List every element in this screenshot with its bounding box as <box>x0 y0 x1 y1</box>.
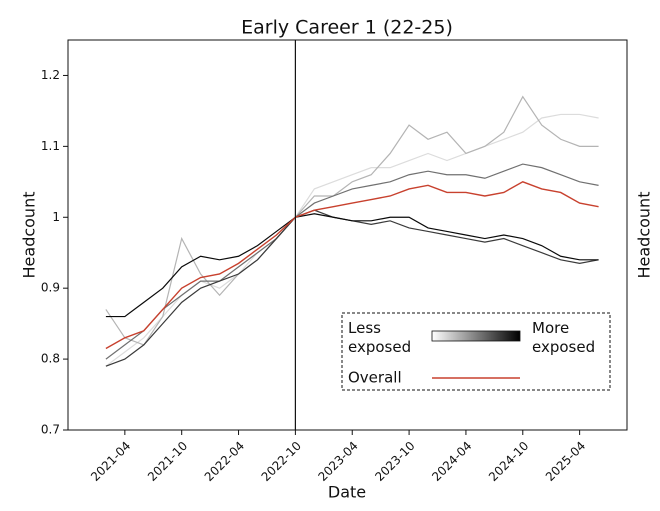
y-tick-label: 1.1 <box>41 139 60 153</box>
x-tick-label: 2023-04 <box>315 439 360 484</box>
series-line <box>105 163 599 360</box>
legend-label: Overall <box>348 369 402 387</box>
y-tick-label: 0.8 <box>41 352 60 366</box>
legend-label: Less exposed <box>348 319 412 356</box>
plot-frame <box>67 39 628 431</box>
series-line <box>105 181 599 350</box>
x-tick-label: 2025-04 <box>543 439 588 484</box>
y-tick-label: 1.2 <box>41 68 60 82</box>
legend-label: More exposed <box>532 319 596 356</box>
y-tick-label: 1 <box>52 210 60 224</box>
x-tick-label: 2024-04 <box>429 439 474 484</box>
chart-title: Early Career 1 (22-25) <box>241 17 453 39</box>
x-tick-label: 2021-10 <box>145 439 190 484</box>
x-tick-label: 2024-10 <box>486 439 531 484</box>
x-tick-label: 2021-04 <box>88 439 133 484</box>
x-tick-label: 2022-10 <box>259 439 304 484</box>
x-axis-label: Date <box>328 483 366 502</box>
y-tick-label: 0.7 <box>41 423 60 437</box>
x-tick-label: 2023-10 <box>372 439 417 484</box>
next-panel-y-label: Headcount <box>635 192 654 279</box>
series-line <box>105 213 599 318</box>
series-line <box>105 95 599 346</box>
y-tick-label: 0.9 <box>41 281 60 295</box>
legend-gradient <box>431 330 521 342</box>
y-axis-label: Headcount <box>20 192 39 279</box>
x-tick-label: 2022-04 <box>202 439 247 484</box>
legend-box <box>341 312 611 391</box>
